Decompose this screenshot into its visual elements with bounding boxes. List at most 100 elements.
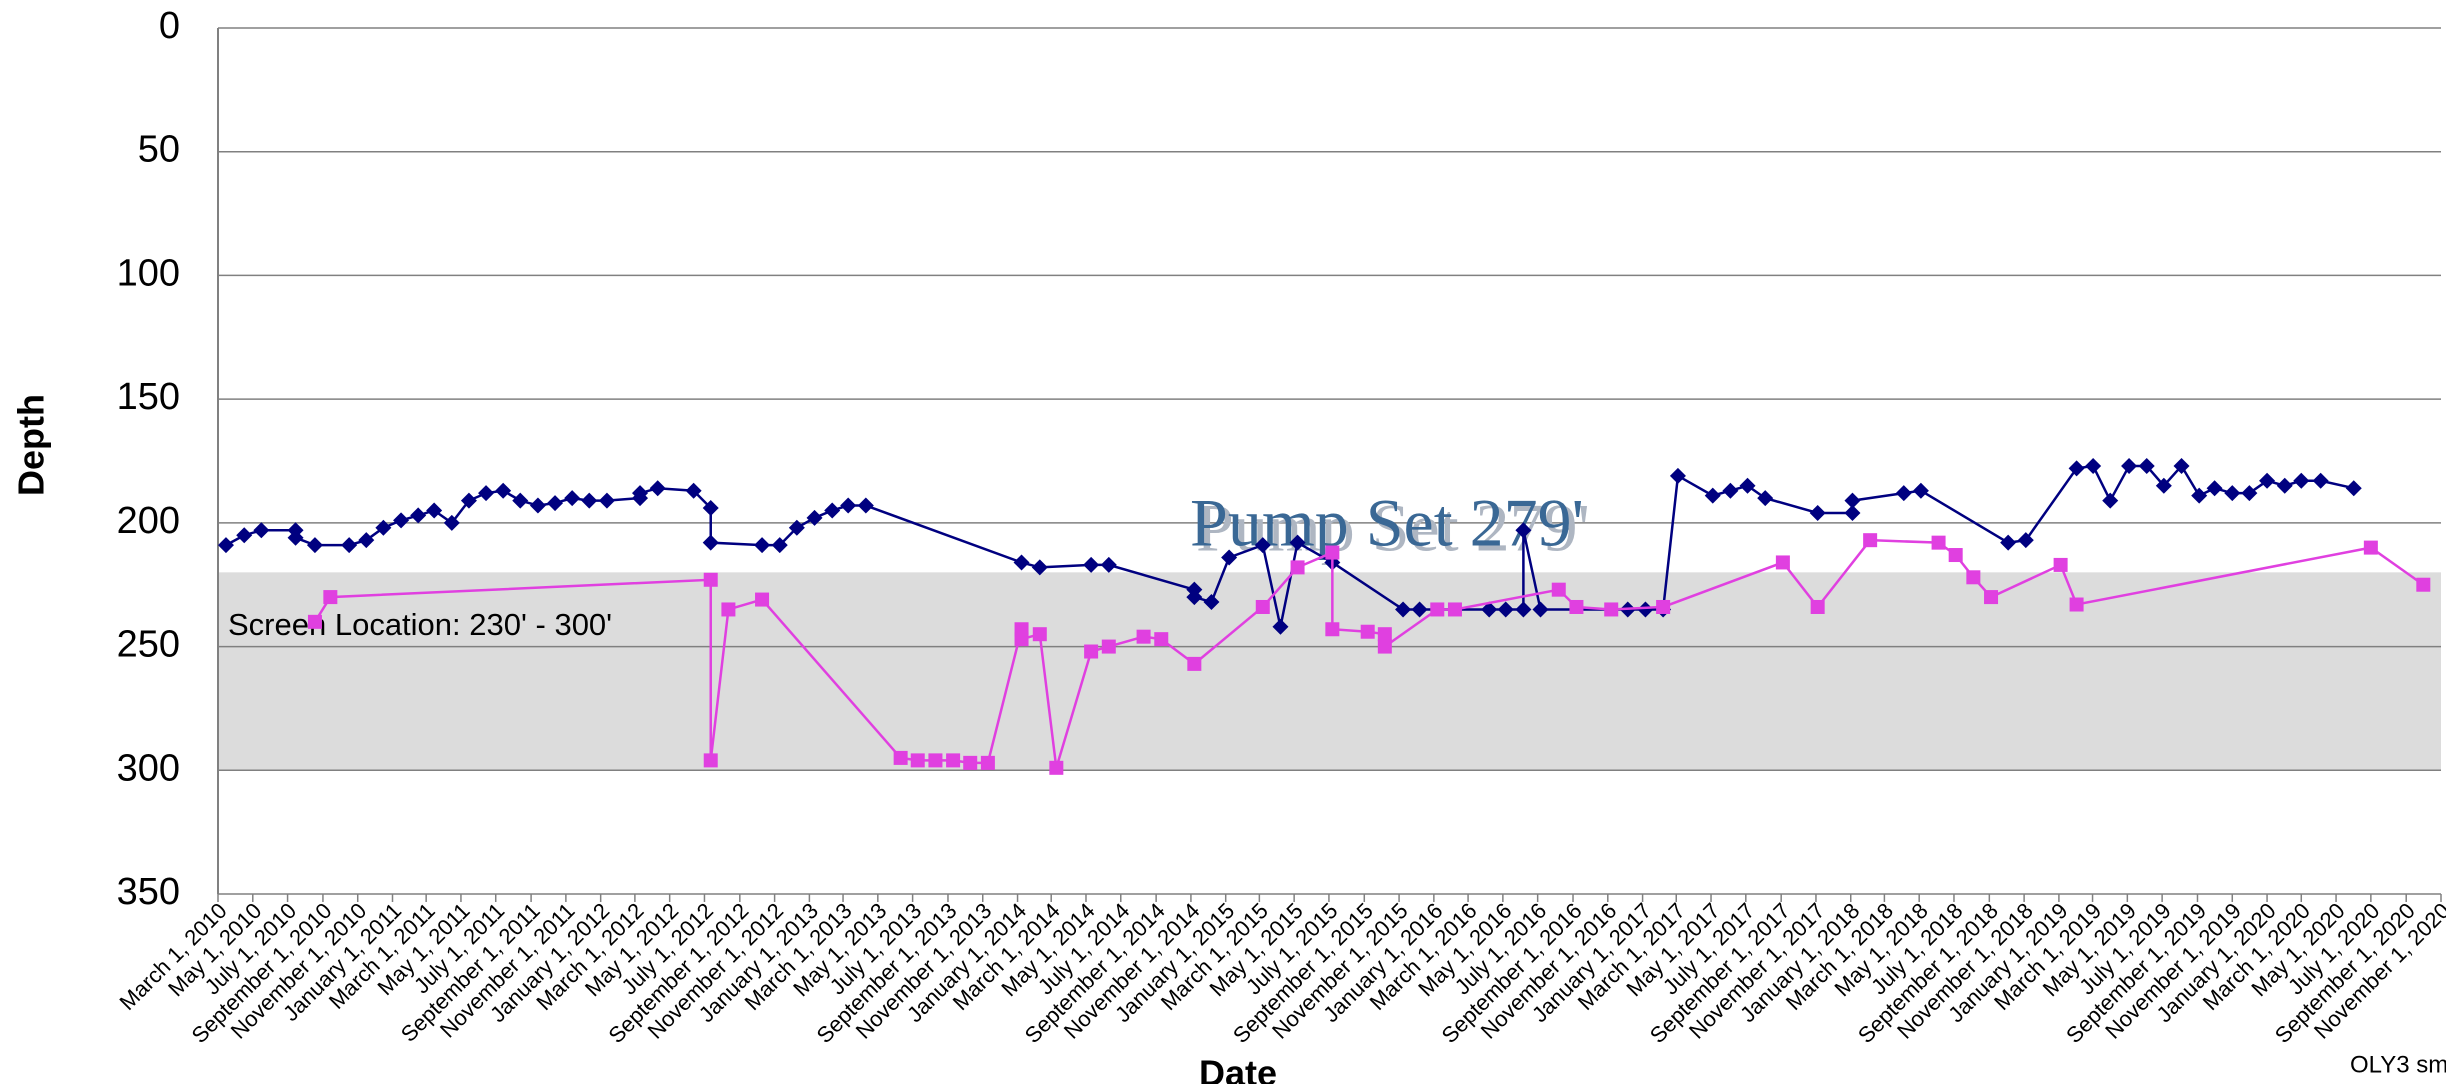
point xyxy=(771,537,788,554)
point xyxy=(478,485,495,502)
point xyxy=(1290,560,1305,575)
point xyxy=(358,532,375,549)
point xyxy=(1757,490,1774,507)
y-tick-label: 150 xyxy=(117,376,180,418)
screen-band xyxy=(218,572,2441,771)
point xyxy=(1221,549,1238,566)
y-tick-label: 350 xyxy=(117,871,180,913)
point xyxy=(323,590,338,605)
point xyxy=(529,497,546,514)
point xyxy=(649,480,666,497)
point xyxy=(2345,480,2362,497)
point xyxy=(1049,760,1064,775)
point xyxy=(1154,632,1169,647)
point xyxy=(1272,618,1289,635)
point xyxy=(1186,589,1203,606)
point xyxy=(2121,457,2138,474)
point xyxy=(1844,492,1861,509)
point xyxy=(1966,570,1981,585)
footnote: OLY3 sm xyxy=(2350,1051,2446,1078)
point xyxy=(2085,457,2102,474)
point xyxy=(1481,601,1498,618)
point xyxy=(393,512,410,529)
point xyxy=(443,514,460,531)
point xyxy=(910,753,925,768)
point xyxy=(806,509,823,526)
point xyxy=(963,755,978,770)
y-tick-label: 200 xyxy=(117,500,180,542)
point xyxy=(1739,477,1756,494)
point xyxy=(2102,492,2119,509)
point xyxy=(1948,548,1963,563)
point xyxy=(410,507,427,524)
point xyxy=(1187,656,1202,671)
point xyxy=(1447,602,1462,617)
point xyxy=(564,490,581,507)
point xyxy=(824,502,841,519)
point xyxy=(1637,601,1654,618)
point xyxy=(1669,467,1686,484)
point xyxy=(1532,601,1549,618)
point xyxy=(1704,487,1721,504)
point xyxy=(1084,644,1099,659)
point xyxy=(1569,599,1584,614)
point xyxy=(946,753,961,768)
point xyxy=(2416,577,2431,592)
point xyxy=(512,492,529,509)
point xyxy=(702,534,719,551)
point xyxy=(426,502,443,519)
point xyxy=(1912,482,1929,499)
point xyxy=(928,753,943,768)
y-tick-label: 0 xyxy=(159,5,180,47)
point xyxy=(632,485,649,502)
point xyxy=(287,529,304,546)
point xyxy=(1984,590,1999,605)
point xyxy=(1377,627,1392,642)
point xyxy=(253,522,270,539)
point xyxy=(1844,504,1861,521)
point xyxy=(2068,460,2085,477)
point xyxy=(703,753,718,768)
point xyxy=(703,572,718,587)
point xyxy=(685,482,702,499)
point xyxy=(2293,472,2310,489)
point xyxy=(2155,477,2172,494)
point xyxy=(1100,556,1117,573)
point xyxy=(702,500,719,517)
point xyxy=(1289,534,1306,551)
point xyxy=(307,614,322,629)
point xyxy=(893,750,908,765)
point xyxy=(1551,582,1566,597)
point xyxy=(1515,601,1532,618)
point xyxy=(217,537,234,554)
point xyxy=(598,492,615,509)
point xyxy=(1775,555,1790,570)
x-axis-label: Date xyxy=(1199,1053,1277,1084)
point xyxy=(2206,480,2223,497)
point xyxy=(2191,487,2208,504)
point xyxy=(1604,602,1619,617)
point xyxy=(1254,537,1271,554)
point xyxy=(788,519,805,536)
point xyxy=(721,602,736,617)
point xyxy=(1722,482,1739,499)
point xyxy=(2138,457,2155,474)
point xyxy=(1101,639,1116,654)
point xyxy=(1497,601,1514,618)
point xyxy=(1810,599,1825,614)
point xyxy=(1863,533,1878,548)
point xyxy=(1931,535,1946,550)
point xyxy=(754,537,771,554)
point xyxy=(1136,629,1151,644)
point xyxy=(1032,627,1047,642)
point xyxy=(236,527,253,544)
point xyxy=(460,492,477,509)
point xyxy=(1014,632,1029,647)
point xyxy=(2069,597,2084,612)
point xyxy=(1515,522,1532,539)
point xyxy=(341,537,358,554)
y-tick-label: 250 xyxy=(117,624,180,666)
point xyxy=(1031,559,1048,576)
point xyxy=(1430,602,1445,617)
point xyxy=(306,537,323,554)
